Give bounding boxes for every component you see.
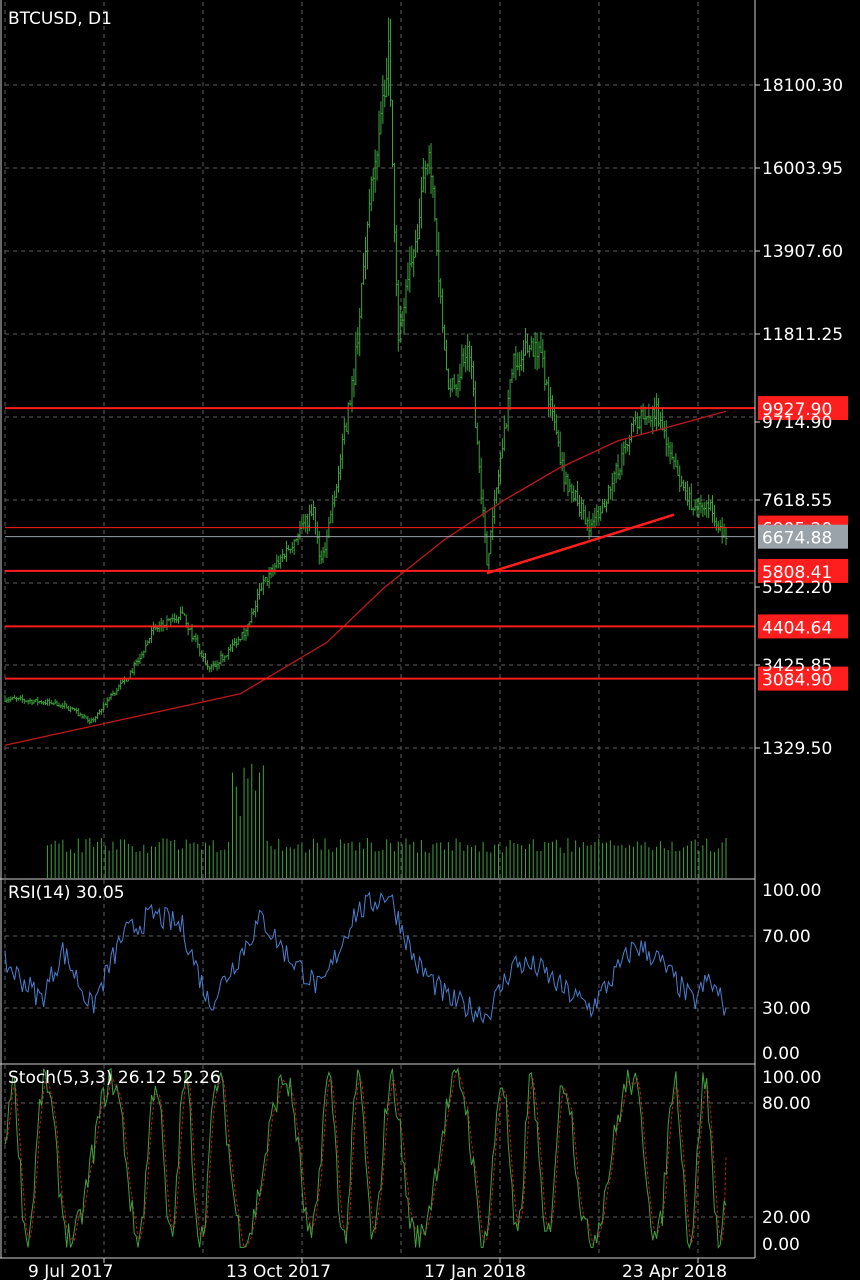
- rsi-title: RSI(14) 30.05: [8, 883, 125, 903]
- rsi-tick-label: 0.00: [762, 1044, 800, 1064]
- stoch-title: Stoch(5,3,3) 26.12 52.26: [8, 1068, 221, 1088]
- price-tick-label: 3425.85: [762, 656, 832, 676]
- stoch-main-line: [4, 1067, 727, 1249]
- rsi-tick-label: 100.00: [762, 881, 821, 901]
- time-tick-label: 23 Apr 2018: [622, 1262, 727, 1280]
- current-price-tag-text: 6674.88: [762, 529, 832, 549]
- stoch-tick-label: 20.00: [762, 1208, 811, 1228]
- horizontal-levels: 9927.905808.414404.643084.906905.206674.…: [5, 396, 848, 691]
- moving-average: [4, 410, 727, 746]
- level-price-tag: [758, 614, 848, 639]
- rsi-line: [4, 891, 727, 1024]
- axis-labels: 18100.30 16003.95 13907.60 11811.25 9714.90 7…: [28, 76, 843, 1280]
- price-tick-label: 11811.25: [762, 325, 843, 345]
- rsi-tick-label: 70.00: [762, 927, 811, 947]
- rsi-tick-label: 30.00: [762, 999, 811, 1019]
- time-tick-label: 13 Oct 2017: [226, 1262, 331, 1280]
- main-chart-title: BTCUSD, D1: [8, 9, 112, 29]
- level-price-tag: [758, 558, 848, 583]
- price-candles: [4, 17, 728, 725]
- stoch-tick-label: 80.00: [762, 1094, 811, 1114]
- stoch-signal-line: [4, 1069, 727, 1249]
- price-tick-label: 18100.30: [762, 76, 843, 96]
- price-tick-label: 13907.60: [762, 242, 843, 262]
- moving-average-line: [4, 410, 727, 746]
- panel-frames: [0, 0, 756, 1259]
- level-price-tag-text: 5808.41: [762, 563, 832, 583]
- price-tick-label: 16003.95: [762, 159, 843, 179]
- trendline: [486, 513, 675, 575]
- price-tick-label: 7618.55: [762, 491, 832, 511]
- time-tick-label: 9 Jul 2017: [28, 1262, 113, 1280]
- current-price-tag: [758, 524, 848, 549]
- stoch-tick-label: 0.00: [762, 1235, 800, 1255]
- level-price-tag-text: 4404.64: [762, 618, 832, 638]
- level-price-tag-text: 3084.90: [762, 671, 832, 691]
- rsi-panel: [4, 891, 727, 1024]
- price-tick-label: 1329.50: [762, 739, 832, 759]
- price-tick-label: 5522.20: [762, 578, 832, 598]
- level-price-tag: [758, 666, 848, 691]
- stoch-tick-label: 100.00: [762, 1068, 821, 1088]
- volume-bars: [46, 763, 727, 878]
- price-tick-label: 9714.90: [762, 413, 832, 433]
- grid-layer: [4, 2, 755, 1255]
- time-tick-label: 17 Jan 2018: [424, 1262, 526, 1280]
- stoch-panel: [4, 1067, 727, 1249]
- level-price-tag-text: 9927.90: [762, 400, 832, 420]
- level-price-tag: [758, 396, 848, 421]
